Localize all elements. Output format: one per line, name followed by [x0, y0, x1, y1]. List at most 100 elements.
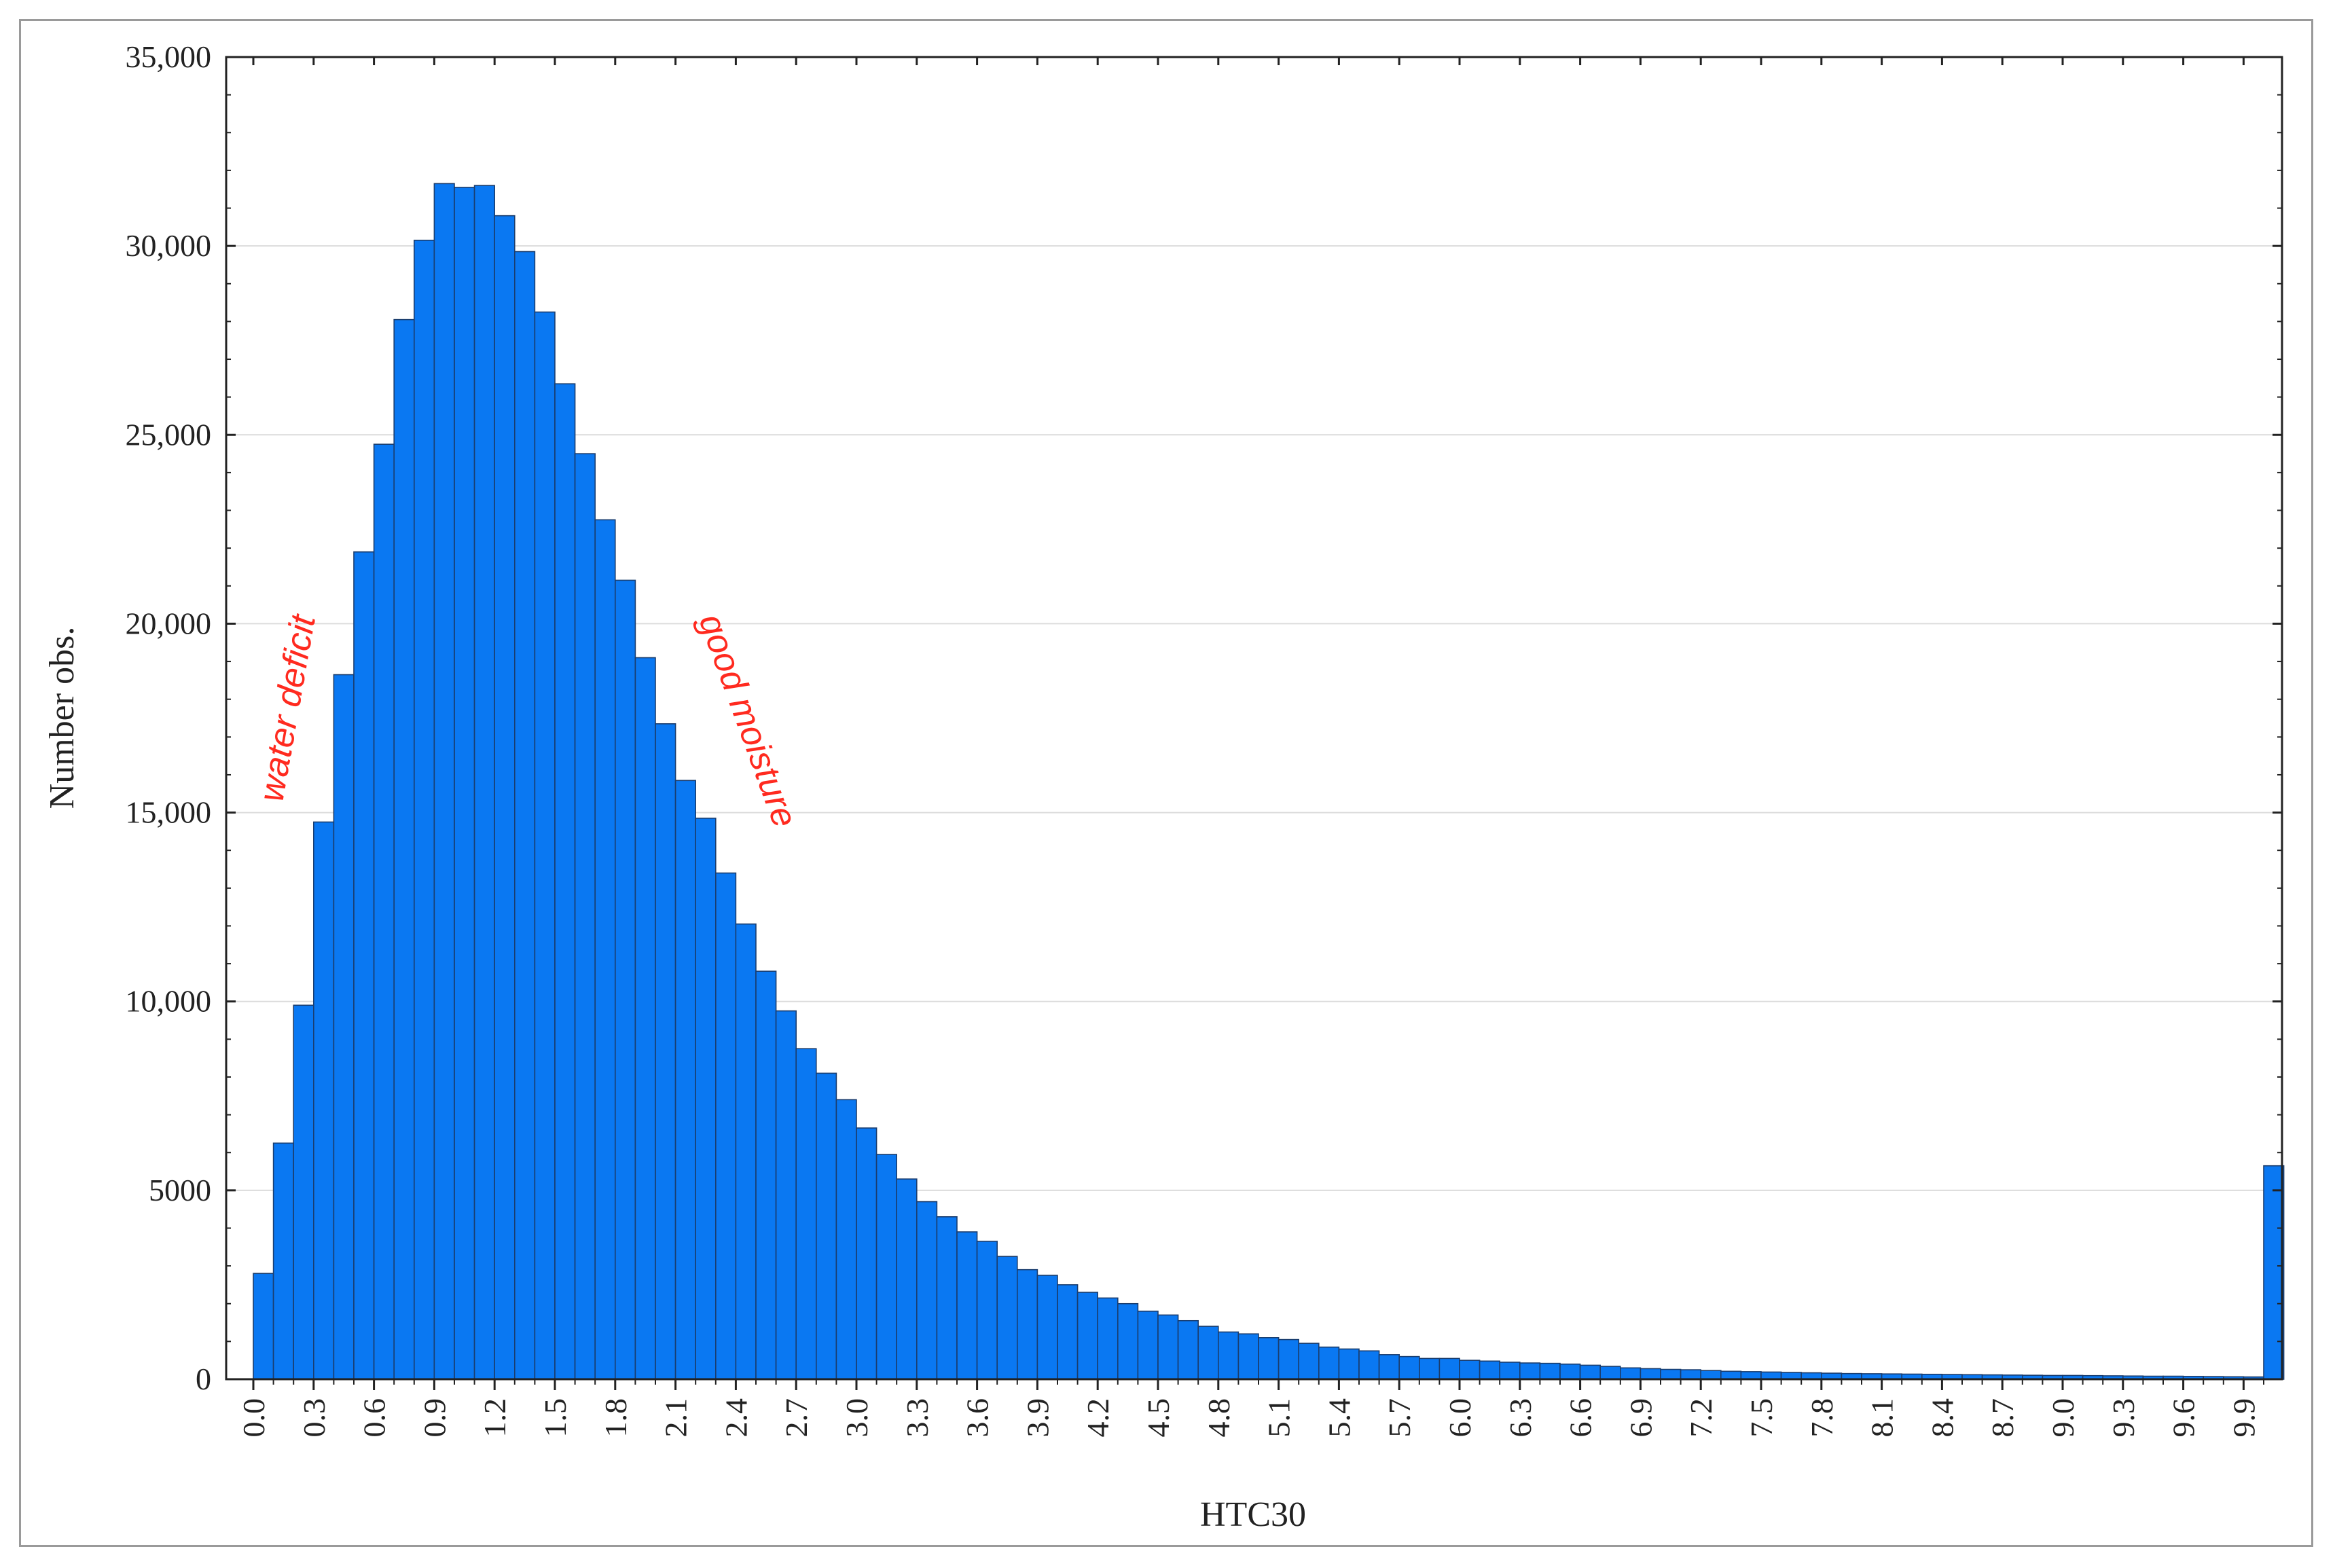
histogram-bar [735, 923, 757, 1380]
histogram-bar [775, 1010, 797, 1380]
x-tick-label: 7.2 [1684, 1398, 1718, 1438]
histogram-bar [1378, 1354, 1400, 1380]
y-tick-label: 30,000 [126, 228, 212, 263]
x-tick-label: 4.8 [1201, 1398, 1236, 1438]
x-tick-label: 9.9 [2226, 1398, 2261, 1438]
histogram-bar [614, 579, 636, 1380]
histogram-bar [1760, 1371, 1782, 1380]
histogram-bar [1258, 1337, 1280, 1380]
x-tick-label: 3.3 [900, 1398, 935, 1438]
histogram-bar [715, 872, 737, 1380]
histogram-bar [1599, 1366, 1621, 1380]
histogram-bar [875, 1154, 897, 1380]
x-tick-label: 1.8 [598, 1398, 633, 1438]
x-tick-label: 9.6 [2167, 1398, 2201, 1438]
histogram-bar [1097, 1297, 1119, 1380]
x-tick-label: 7.5 [1744, 1398, 1779, 1438]
x-tick-label: 2.1 [659, 1398, 693, 1438]
y-tick-label: 35,000 [126, 39, 212, 74]
x-tick-label: 3.6 [960, 1398, 995, 1438]
y-axis-title: Number obs. [43, 627, 82, 809]
histogram-bar [956, 1231, 978, 1380]
histogram-bar [1419, 1357, 1441, 1380]
histogram-bar [1338, 1348, 1360, 1380]
x-tick-label: 5.4 [1322, 1398, 1356, 1438]
histogram-bar [1660, 1368, 1682, 1380]
histogram-bar [594, 519, 616, 1380]
x-tick-label: 0.6 [357, 1398, 392, 1438]
x-axis-title: HTC30 [1200, 1495, 1306, 1534]
x-tick-label: 6.6 [1563, 1398, 1598, 1438]
histogram-bar [2263, 1165, 2285, 1380]
histogram-bar [1620, 1367, 1642, 1380]
histogram-bar [695, 818, 717, 1380]
annotation-good-moisture: good moisture [691, 608, 804, 832]
histogram-bar [1358, 1350, 1380, 1380]
y-tick-label: 15,000 [126, 795, 212, 830]
histogram-bar [272, 1142, 295, 1380]
histogram-bar [1017, 1269, 1038, 1380]
histogram-bar [454, 187, 475, 1380]
x-tick-label: 4.2 [1081, 1398, 1115, 1438]
histogram-bar [1519, 1362, 1541, 1380]
histogram-bar [1318, 1346, 1340, 1380]
histogram-bar [674, 780, 696, 1380]
histogram-bar [534, 311, 556, 1380]
y-tick-label: 20,000 [126, 606, 212, 640]
histogram-bar [996, 1256, 1018, 1380]
histogram-bar [1398, 1355, 1420, 1380]
histogram-bar [393, 318, 415, 1380]
x-tick-label: 1.5 [538, 1398, 573, 1438]
histogram-bar [1720, 1370, 1742, 1380]
y-tick-label: 5000 [149, 1173, 211, 1207]
histogram-bar [1740, 1371, 1762, 1380]
x-tick-label: 0.9 [417, 1398, 452, 1438]
histogram-bar [1057, 1284, 1079, 1380]
histogram-bar [574, 453, 596, 1380]
histogram-bar [1479, 1360, 1501, 1380]
histogram-bar [634, 657, 656, 1380]
histogram-bar [1459, 1360, 1481, 1380]
histogram-bar [513, 251, 536, 1380]
histogram-bar [293, 1004, 314, 1380]
histogram-bar [1298, 1343, 1320, 1380]
plot-area-border [225, 56, 2283, 1381]
histogram-bar [655, 723, 676, 1380]
histogram-bar [1559, 1363, 1581, 1380]
histogram-bar [1780, 1372, 1803, 1380]
histogram-bar [1117, 1302, 1139, 1380]
histogram-bar [835, 1099, 857, 1380]
histogram-bar [1157, 1314, 1179, 1380]
histogram-bar [333, 674, 355, 1380]
histogram-bar [1197, 1326, 1219, 1380]
histogram-bar [1539, 1362, 1561, 1380]
x-tick-label: 9.3 [2106, 1398, 2141, 1438]
y-tick-label: 0 [196, 1362, 211, 1396]
histogram-bar [896, 1178, 918, 1380]
x-tick-label: 2.7 [779, 1398, 814, 1438]
histogram-bar [1499, 1362, 1521, 1380]
histogram-bar [1218, 1331, 1239, 1380]
x-tick-label: 8.1 [1865, 1398, 1900, 1438]
histogram-bar [253, 1273, 274, 1380]
y-axis-ticks: 0 5000 10,000 15,000 20,000 25,000 30,000 35,00… [126, 39, 2282, 1396]
histogram-bar [816, 1072, 837, 1380]
x-tick-label: 8.4 [1925, 1398, 1959, 1438]
annotation-water-deficit: water deficit [252, 610, 324, 805]
y-tick-label: 25,000 [126, 417, 212, 452]
histogram-bar [1237, 1333, 1259, 1380]
histogram-bar [1438, 1357, 1460, 1380]
x-tick-label: 4.5 [1141, 1398, 1176, 1438]
histogram-bar [916, 1201, 938, 1380]
x-tick-label: 5.7 [1382, 1398, 1417, 1438]
x-tick-label: 3.0 [839, 1398, 874, 1438]
histogram-bar [1640, 1368, 1661, 1380]
histogram-bar [1700, 1370, 1722, 1380]
histogram-bar [373, 443, 395, 1380]
histogram-bar [856, 1127, 877, 1380]
histogram-bar [1036, 1275, 1058, 1380]
histogram-bar [312, 821, 335, 1380]
histogram-bar [433, 183, 455, 1380]
histogram-bar [1177, 1319, 1199, 1380]
